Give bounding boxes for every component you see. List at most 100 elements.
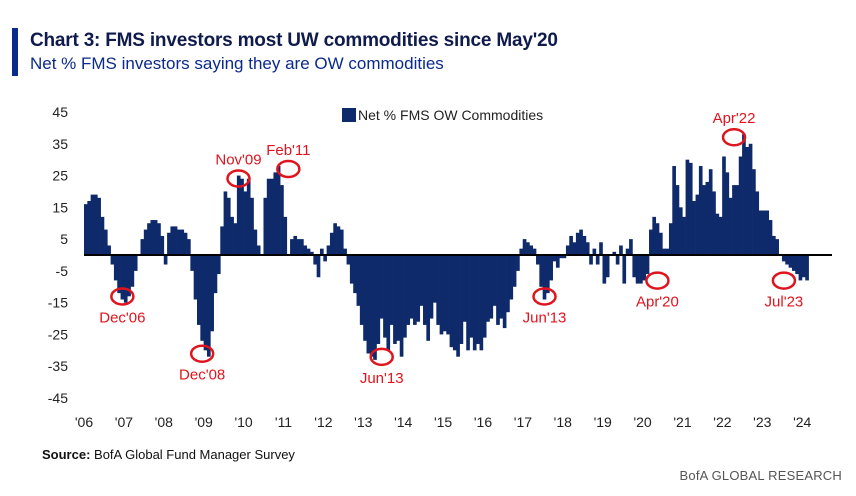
bar <box>373 255 377 360</box>
x-tick-label: '17 <box>514 414 532 430</box>
chart-title: Chart 3: FMS investors most UW commoditi… <box>30 30 558 51</box>
annotation-label: Apr'20 <box>636 294 679 311</box>
bar <box>266 178 271 255</box>
bar <box>130 255 135 287</box>
bar <box>223 191 228 255</box>
bar <box>472 255 477 351</box>
x-tick-label: '20 <box>633 414 651 430</box>
bar <box>336 226 341 255</box>
bar <box>658 232 663 255</box>
bar <box>323 255 327 262</box>
bar <box>516 255 520 271</box>
bar <box>742 134 746 255</box>
bar <box>572 242 577 255</box>
bar <box>349 255 354 284</box>
bar <box>386 255 391 351</box>
bar <box>120 255 125 300</box>
bar <box>529 245 534 255</box>
bar <box>615 255 620 265</box>
annotation-circle <box>645 271 670 290</box>
bar <box>210 255 214 332</box>
bar <box>722 156 726 255</box>
x-tick-label: '19 <box>594 414 612 430</box>
bar <box>619 245 623 255</box>
bar <box>605 255 610 278</box>
bar <box>579 229 583 255</box>
bar <box>153 220 158 255</box>
bar <box>672 166 676 255</box>
bar <box>150 220 155 255</box>
bar-series <box>84 134 809 360</box>
bar <box>728 197 733 255</box>
x-tick-label: '11 <box>275 414 292 430</box>
bar <box>170 226 175 255</box>
annotation-circle <box>771 271 797 290</box>
bar <box>187 239 191 255</box>
bar <box>143 229 148 255</box>
bar <box>655 223 660 255</box>
y-tick-label: 35 <box>52 136 68 152</box>
bar <box>280 185 284 255</box>
bar <box>127 255 131 297</box>
legend-swatch <box>342 108 356 122</box>
bar <box>569 235 573 255</box>
bar <box>506 255 510 313</box>
bar <box>423 255 427 325</box>
bar <box>389 255 394 325</box>
bar <box>712 191 716 255</box>
bar <box>193 255 198 300</box>
bar <box>353 255 357 294</box>
bar <box>775 239 779 255</box>
bar <box>163 255 168 265</box>
y-axis: 45 35 25 15 5 -5 -15 -25 -35 -45 <box>48 104 68 406</box>
bar <box>512 255 517 287</box>
bar <box>795 255 799 275</box>
annotation-label: Jul'23 <box>765 294 804 311</box>
bar <box>290 239 294 255</box>
bar <box>180 229 185 255</box>
bar <box>246 178 251 255</box>
bar <box>522 239 527 255</box>
annotation-circle <box>721 127 747 147</box>
bar <box>339 229 344 255</box>
legend: Net % FMS OW Commodities <box>342 107 543 123</box>
x-tick-label: '16 <box>474 414 492 430</box>
bar <box>203 255 208 351</box>
annotation-circle <box>532 287 557 306</box>
bar <box>559 255 563 259</box>
source-note: Source: BofA Global Fund Manager Survey <box>42 447 295 462</box>
bar <box>612 251 617 255</box>
bar <box>296 239 301 255</box>
bar <box>725 172 730 255</box>
bar <box>97 197 101 255</box>
bar <box>499 255 504 319</box>
bar <box>197 255 201 325</box>
bar <box>459 255 464 344</box>
x-tick-label: '18 <box>554 414 572 430</box>
bar <box>682 216 686 255</box>
bar <box>376 255 381 344</box>
bar <box>772 235 776 255</box>
annotation-label: Jun'13 <box>360 370 404 387</box>
bar <box>230 216 234 255</box>
bar <box>649 229 653 255</box>
y-tick-label: -5 <box>56 263 69 279</box>
bar <box>732 185 736 255</box>
bar <box>177 229 181 255</box>
bar <box>140 239 145 255</box>
bar <box>768 220 773 255</box>
bar <box>585 242 590 255</box>
y-tick-label: 25 <box>52 168 68 184</box>
bar <box>107 245 111 255</box>
annotation-label: Dec'06 <box>99 309 145 326</box>
bar <box>702 185 706 255</box>
bar <box>190 255 195 271</box>
bar <box>466 255 470 351</box>
y-tick-label: 45 <box>52 104 68 120</box>
title-accent-bar <box>12 28 18 76</box>
bar <box>479 255 484 351</box>
bar <box>369 255 374 357</box>
bar <box>123 255 128 303</box>
bar <box>549 255 553 281</box>
bar <box>313 255 317 265</box>
